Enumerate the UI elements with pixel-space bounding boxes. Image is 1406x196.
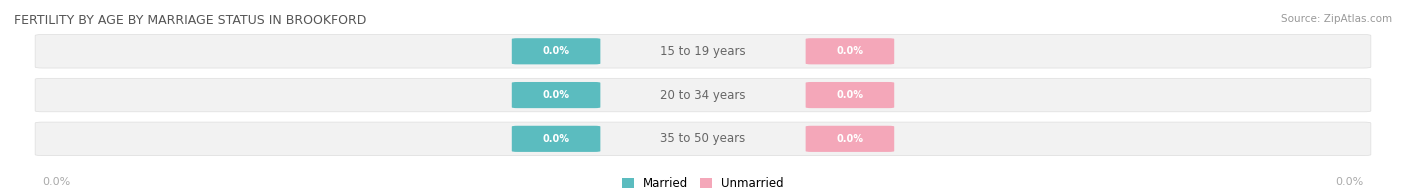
Text: 0.0%: 0.0% — [543, 90, 569, 100]
Legend: Married, Unmarried: Married, Unmarried — [621, 177, 785, 190]
FancyBboxPatch shape — [512, 38, 600, 64]
Text: 0.0%: 0.0% — [1336, 177, 1364, 187]
FancyBboxPatch shape — [35, 78, 1371, 112]
Text: 0.0%: 0.0% — [837, 134, 863, 144]
Text: 35 to 50 years: 35 to 50 years — [661, 132, 745, 145]
FancyBboxPatch shape — [35, 122, 1371, 156]
FancyBboxPatch shape — [512, 126, 600, 152]
Text: Source: ZipAtlas.com: Source: ZipAtlas.com — [1281, 14, 1392, 24]
Text: 15 to 19 years: 15 to 19 years — [661, 45, 745, 58]
Text: 0.0%: 0.0% — [837, 46, 863, 56]
Text: FERTILITY BY AGE BY MARRIAGE STATUS IN BROOKFORD: FERTILITY BY AGE BY MARRIAGE STATUS IN B… — [14, 14, 367, 27]
FancyBboxPatch shape — [512, 82, 600, 108]
FancyBboxPatch shape — [806, 38, 894, 64]
Text: 0.0%: 0.0% — [42, 177, 70, 187]
FancyBboxPatch shape — [806, 126, 894, 152]
Text: 20 to 34 years: 20 to 34 years — [661, 89, 745, 102]
Text: 0.0%: 0.0% — [543, 134, 569, 144]
Text: 0.0%: 0.0% — [837, 90, 863, 100]
Text: 0.0%: 0.0% — [543, 46, 569, 56]
FancyBboxPatch shape — [35, 34, 1371, 68]
FancyBboxPatch shape — [806, 82, 894, 108]
